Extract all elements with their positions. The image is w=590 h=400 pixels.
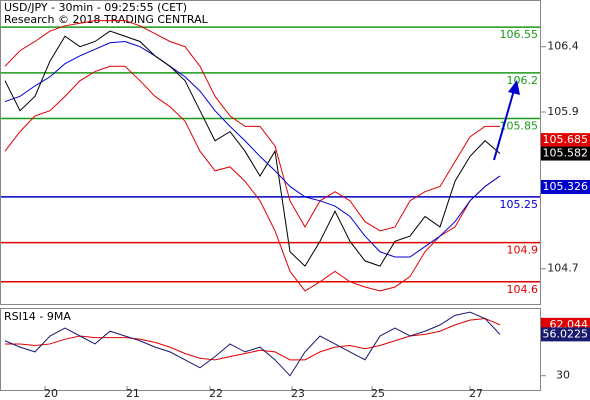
level-label: 106.55 [500, 28, 539, 41]
chart-title: USD/JPY - 30min - 09:25:55 (CET) [4, 1, 187, 14]
x-tick-label: 20 [44, 387, 58, 400]
price-tag-label: 105.685 [543, 133, 589, 146]
x-tick-label: 22 [209, 387, 223, 400]
series-line [4, 40, 501, 258]
level-label: 105.25 [500, 198, 539, 211]
price-tag-label: 105.582 [543, 147, 589, 160]
x-tick-label: 21 [126, 387, 140, 400]
price-tag-label: 56.0225 [543, 327, 589, 340]
price-tag [541, 179, 590, 194]
series-line [4, 30, 501, 267]
x-tick-label: 27 [469, 387, 483, 400]
rsi-panel [0, 308, 541, 391]
price-tag [541, 146, 590, 161]
series-line [4, 311, 501, 377]
series-line [4, 65, 501, 292]
y-tick-label: 106.4 [547, 40, 579, 53]
price-tag [541, 133, 590, 148]
price-tag [541, 327, 590, 342]
x-tick-label: 25 [371, 387, 385, 400]
level-label: 104.9 [507, 244, 539, 257]
x-tick-label: 23 [291, 387, 305, 400]
level-label: 105.85 [500, 120, 539, 133]
series-line [4, 20, 500, 232]
y-tick-label: 105.9 [547, 105, 579, 118]
y-tick-label: 30 [556, 369, 570, 382]
series-line [5, 318, 501, 361]
forecast-arrow-head [508, 80, 520, 95]
level-label: 106.2 [507, 74, 539, 87]
chart-subtitle: Research © 2018 TRADING CENTRAL [4, 13, 209, 26]
rsi-title: RSI14 - 9MA [4, 310, 71, 323]
level-label: 104.6 [507, 283, 539, 296]
forecast-arrow [493, 89, 515, 161]
price-tag-label: 105.326 [543, 180, 589, 193]
y-tick-label: 104.7 [547, 262, 579, 275]
